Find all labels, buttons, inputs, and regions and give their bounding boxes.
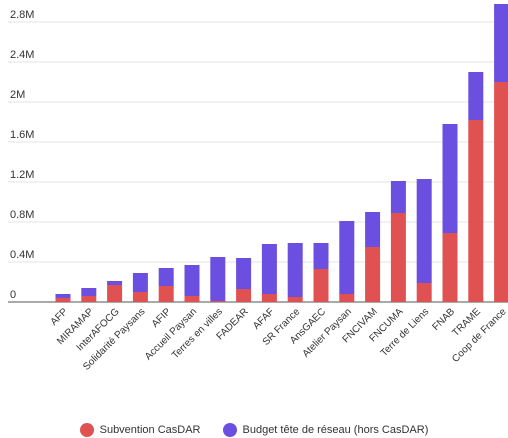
y-tick-label: 2.4M (10, 49, 34, 61)
bar-subvention[interactable] (236, 289, 252, 302)
bar-budget[interactable] (390, 181, 406, 213)
bar-subvention[interactable] (442, 233, 458, 302)
bar-subvention[interactable] (313, 269, 329, 302)
bar-budget[interactable] (442, 124, 458, 233)
bar-subvention[interactable] (107, 285, 123, 302)
y-tick-label: 0.4M (10, 249, 34, 261)
bar-budget[interactable] (158, 268, 174, 286)
bar-budget[interactable] (236, 258, 252, 289)
bar-subvention[interactable] (81, 296, 97, 302)
y-tick-label: 2M (10, 89, 25, 101)
bar-subvention[interactable] (390, 213, 406, 302)
legend-item-subvention[interactable]: Subvention CasDAR (79, 422, 201, 437)
bar-budget[interactable] (107, 281, 123, 285)
legend-swatch-subvention (79, 422, 94, 437)
bar-subvention[interactable] (416, 283, 432, 302)
legend-item-budget[interactable]: Budget tête de réseau (hors CasDAR) (222, 422, 429, 437)
legend-label-subvention: Subvention CasDAR (99, 423, 201, 436)
bar-subvention[interactable] (468, 120, 484, 302)
y-tick-label: 1.2M (10, 169, 34, 181)
bars (55, 4, 508, 302)
bar-budget[interactable] (55, 294, 71, 298)
y-tick-label: 0 (10, 289, 16, 301)
y-axis-labels: 0 0.4M 0.8M 1.2M 1.6M 2M 2.4M 2.8M (10, 9, 34, 301)
bar-subvention[interactable] (132, 292, 148, 302)
gridlines (8, 21, 508, 303)
bar-subvention[interactable] (287, 297, 303, 302)
legend-swatch-budget (222, 422, 237, 437)
bar-budget[interactable] (261, 244, 277, 294)
legend-label-budget: Budget tête de réseau (hors CasDAR) (242, 423, 429, 436)
bar-subvention[interactable] (365, 247, 381, 302)
bar-budget[interactable] (339, 221, 355, 294)
y-tick-label: 0.8M (10, 209, 34, 221)
x-tick-label: AFIP (150, 306, 174, 330)
bar-subvention[interactable] (158, 286, 174, 302)
bar-subvention[interactable] (261, 294, 277, 302)
bar-budget[interactable] (416, 179, 432, 283)
bar-budget[interactable] (313, 243, 329, 269)
y-tick-label: 1.6M (10, 129, 34, 141)
bar-subvention[interactable] (55, 298, 71, 302)
bar-budget[interactable] (132, 273, 148, 292)
x-tick-label: AFP (49, 306, 71, 328)
bar-subvention[interactable] (210, 301, 226, 302)
bar-budget[interactable] (184, 265, 200, 296)
bar-budget[interactable] (287, 243, 303, 297)
bar-subvention[interactable] (494, 82, 508, 302)
y-tick-label: 2.8M (10, 9, 34, 21)
bar-budget[interactable] (81, 288, 97, 296)
stacked-bar-chart: 0 0.4M 0.8M 1.2M 1.6M 2M 2.4M 2.8M AFPMIRAMAPIn… (8, 4, 508, 373)
bar-budget[interactable] (468, 72, 484, 120)
bar-subvention[interactable] (339, 294, 355, 302)
bar-budget[interactable] (210, 257, 226, 301)
bar-budget[interactable] (494, 4, 508, 82)
bar-subvention[interactable] (184, 296, 200, 302)
bar-budget[interactable] (365, 212, 381, 247)
legend: Subvention CasDAR Budget tête de réseau … (0, 421, 508, 438)
